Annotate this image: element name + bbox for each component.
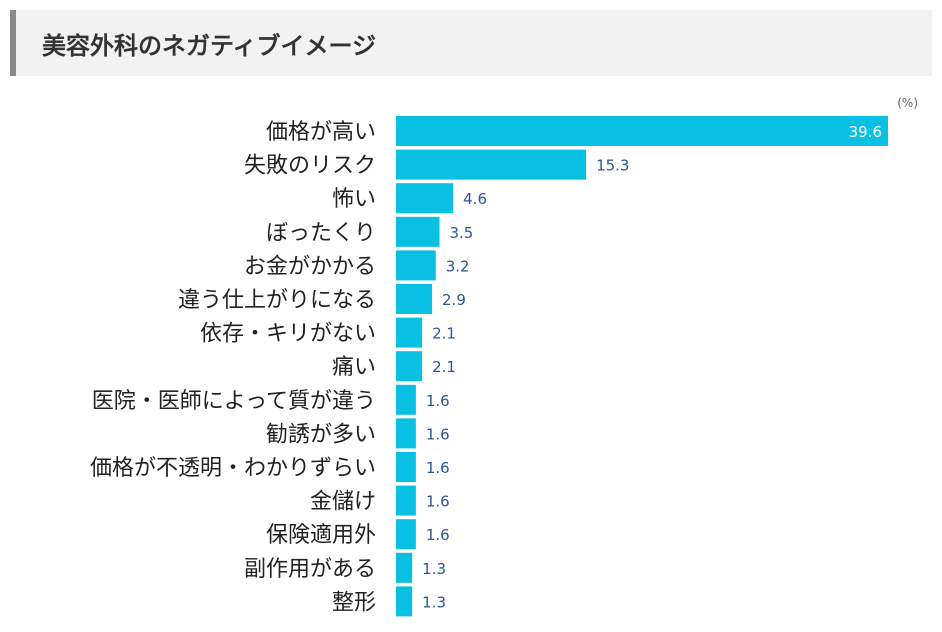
bar-13 — [396, 519, 416, 550]
value-label: 2.1 — [432, 358, 456, 376]
value-label: 2.9 — [442, 291, 466, 309]
category-label: 怖い — [332, 187, 376, 212]
bar-4 — [396, 216, 440, 247]
value-label: 39.6 — [849, 123, 882, 141]
category-label: 保険適用外 — [266, 523, 376, 548]
bar-7 — [396, 317, 423, 348]
page-title: 美容外科のネガティブイメージ — [10, 10, 932, 76]
value-label: 1.6 — [426, 425, 450, 443]
value-label: 2.1 — [432, 325, 456, 343]
category-label: お金がかかる — [244, 254, 376, 279]
value-label: 1.6 — [426, 392, 450, 410]
bar-10 — [396, 418, 416, 449]
value-label: 3.5 — [449, 224, 473, 242]
category-label: 医院・医師によって質が違う — [92, 389, 376, 414]
category-label: ぼったくり — [266, 221, 376, 246]
category-label: 副作用がある — [244, 557, 376, 582]
value-label: 3.2 — [446, 257, 470, 275]
value-label: 1.3 — [422, 560, 446, 578]
value-label: 1.6 — [426, 493, 450, 511]
value-label: 1.6 — [426, 526, 450, 544]
value-label: 1.6 — [426, 459, 450, 477]
page-title-text: 美容外科のネガティブイメージ — [42, 31, 377, 60]
category-label: 違う仕上がりになる — [178, 288, 376, 313]
bar-12 — [396, 485, 416, 516]
bar-14 — [396, 552, 413, 583]
bar-3 — [396, 183, 454, 214]
unit-label: (%) — [897, 96, 918, 110]
bar-11 — [396, 452, 416, 482]
bar-15 — [396, 586, 413, 617]
value-label: 1.3 — [422, 593, 446, 611]
bar-8 — [396, 351, 423, 382]
bar-1 — [396, 116, 888, 146]
bar-5 — [396, 250, 436, 281]
category-label: 価格が不透明・わかりずらい — [90, 456, 376, 481]
category-label: 依存・キリがない — [200, 322, 376, 347]
category-label: 勧誘が多い — [266, 422, 376, 447]
value-label: 4.6 — [463, 190, 487, 208]
category-label: 失敗のリスク — [244, 154, 376, 179]
bar-9 — [396, 384, 416, 415]
category-label: 痛い — [332, 355, 376, 380]
bar-2 — [396, 149, 587, 180]
category-label: 整形 — [332, 590, 376, 615]
value-label: 15.3 — [596, 157, 629, 175]
category-label: 金儲け — [310, 490, 376, 515]
category-label: 価格が高い — [266, 120, 376, 145]
bar-6 — [396, 284, 433, 314]
